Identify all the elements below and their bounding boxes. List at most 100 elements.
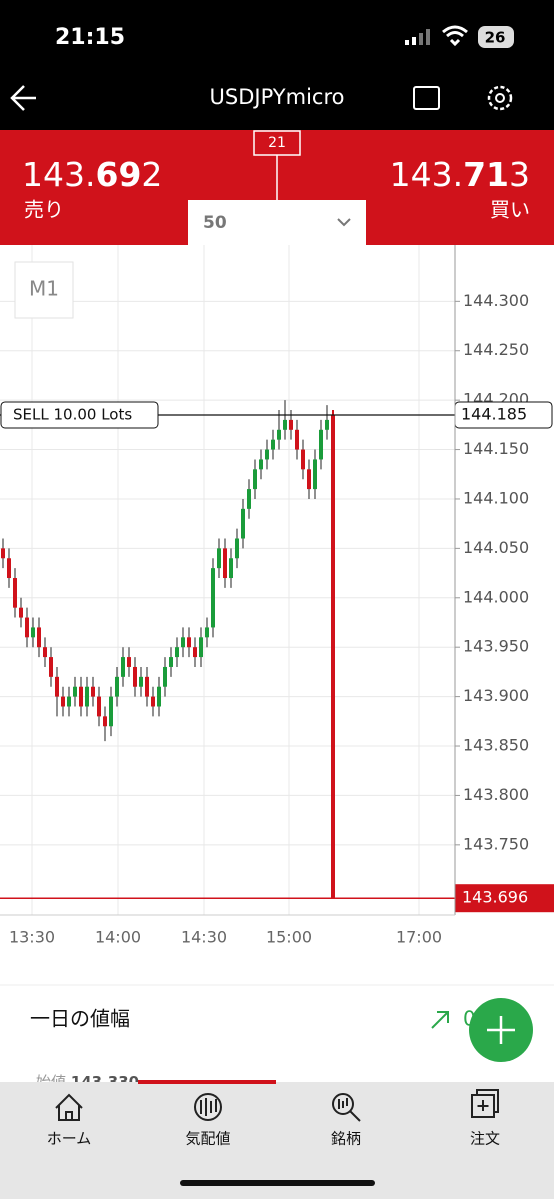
candle-body <box>277 429 281 440</box>
symbol-title: USDJPYmicro <box>210 85 345 109</box>
candle-body <box>103 716 107 727</box>
candle-body <box>301 449 305 470</box>
candle-body <box>73 686 77 697</box>
y-tick-label: 144.000 <box>463 587 529 606</box>
y-tick-label: 143.850 <box>463 736 529 755</box>
x-tick-label: 15:00 <box>266 928 312 947</box>
candle-body <box>139 676 143 687</box>
candle-body <box>331 414 335 899</box>
nav-indicator <box>138 1080 276 1084</box>
nav-item[interactable]: ホーム <box>47 1130 92 1148</box>
current-price: 143.696 <box>462 888 528 907</box>
ask-prefix: 143. <box>390 155 463 194</box>
candle-body <box>235 538 239 559</box>
order-label: SELL 10.00 Lots <box>13 405 132 423</box>
timeframe-button[interactable] <box>14 261 74 319</box>
candle-body <box>217 548 221 569</box>
candle-body <box>79 686 83 707</box>
back-button[interactable] <box>10 85 36 111</box>
candle-body <box>7 558 11 579</box>
candle-body <box>43 647 47 658</box>
volume-dropdown[interactable] <box>188 200 366 245</box>
candle-body <box>121 657 125 677</box>
ask-price[interactable]: 143.713 <box>390 155 530 194</box>
nav-item[interactable]: 銘柄 <box>331 1130 361 1148</box>
candle-body <box>271 439 275 450</box>
candle-body <box>67 696 71 707</box>
candle-body <box>319 429 323 460</box>
add-icon <box>487 1016 515 1044</box>
settings-center <box>495 93 505 103</box>
range-title: 一日の値幅 <box>30 1007 130 1031</box>
candle-body <box>265 449 269 460</box>
order-icon <box>471 1089 499 1118</box>
candle-body <box>31 627 35 638</box>
candle-body <box>91 686 95 697</box>
candle-body <box>223 548 227 579</box>
candle-body <box>253 469 257 490</box>
candle-body <box>229 558 233 579</box>
candle-body <box>97 696 101 717</box>
nav-item[interactable]: 注文 <box>470 1130 500 1148</box>
candle-body <box>175 647 179 658</box>
candle-body <box>13 578 17 608</box>
bid-prefix: 143. <box>22 155 95 194</box>
y-tick-label: 143.950 <box>463 637 529 656</box>
candle-body <box>247 489 251 509</box>
spread: 21 <box>268 135 286 151</box>
dropdown-arrow <box>337 218 351 227</box>
bottom-nav <box>0 1082 554 1199</box>
x-tick-label: 17:00 <box>396 928 442 947</box>
clock: 21:15 <box>55 25 125 50</box>
candle-body <box>19 607 23 618</box>
candle-body <box>187 637 191 648</box>
symbols-icon <box>332 1093 361 1122</box>
settings-button[interactable] <box>487 85 513 111</box>
home-icon <box>55 1093 83 1121</box>
bid-big: 69 <box>95 155 141 194</box>
spread-box <box>253 130 301 156</box>
quotes-icon <box>194 1093 222 1121</box>
bid-price[interactable]: 143.692 <box>22 155 162 194</box>
ask-suffix: 3 <box>509 155 530 194</box>
current-price-box <box>455 884 554 913</box>
candle-body <box>199 637 203 658</box>
candle-body <box>25 617 29 638</box>
nav-item[interactable]: 気配値 <box>185 1130 230 1148</box>
y-tick-label: 143.900 <box>463 686 529 705</box>
signal-icon <box>405 29 430 45</box>
candle-body <box>37 627 41 648</box>
candle-body <box>163 666 167 687</box>
x-tick-label: 14:30 <box>181 928 227 947</box>
candle-body <box>259 459 263 470</box>
y-tick-label: 144.250 <box>463 340 529 359</box>
chart: 13:30 14:00 14:30 15:00 17:00 144.300 144.250 1… <box>0 245 554 947</box>
candle-body <box>313 459 317 490</box>
order-label-box[interactable] <box>0 401 159 429</box>
ask-big: 71 <box>463 155 509 194</box>
candle-body <box>85 686 89 707</box>
candle-body <box>193 647 197 658</box>
home-indicator <box>180 1180 375 1186</box>
candle-body <box>151 696 155 707</box>
candle-body <box>205 627 209 638</box>
candle-body <box>211 568 215 628</box>
candle-body <box>145 676 149 697</box>
candle-body <box>1 548 5 559</box>
candle-body <box>307 469 311 490</box>
battery-level: 26 <box>485 29 506 47</box>
candle-body <box>55 676 59 697</box>
candle-body <box>181 637 185 648</box>
candle-body <box>133 666 137 687</box>
y-tick-label: 144.300 <box>463 291 529 310</box>
candle-body <box>157 686 161 707</box>
candle-body <box>325 419 329 430</box>
y-tick-label: 143.800 <box>463 785 529 804</box>
x-tick-label: 13:30 <box>9 928 55 947</box>
candle-body <box>127 657 131 667</box>
candle-body <box>295 429 299 450</box>
x-tick-label: 14:00 <box>95 928 141 947</box>
wallet-button[interactable] <box>413 86 440 110</box>
bid-label: 売り <box>24 198 64 222</box>
